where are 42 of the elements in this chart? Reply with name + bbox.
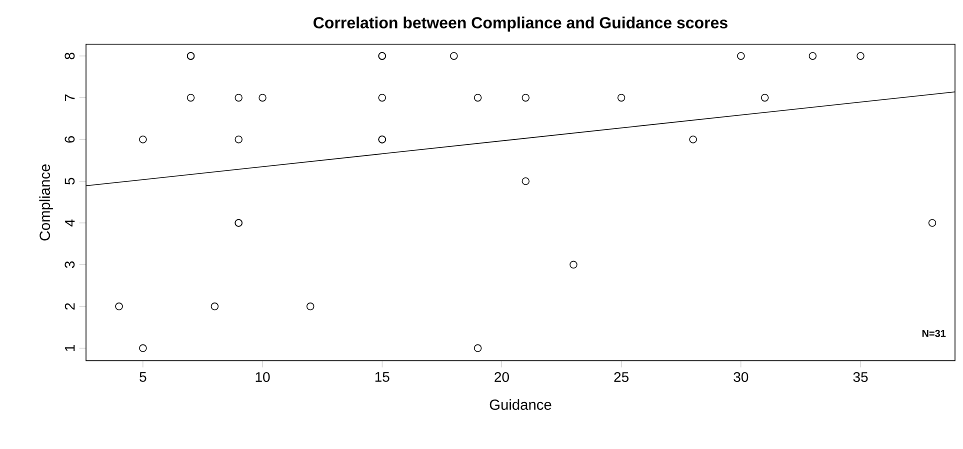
point: [306, 302, 314, 310]
point: [450, 52, 458, 60]
x-axis-title: Guidance: [490, 399, 552, 410]
y-tick-label: 2: [64, 303, 75, 310]
point: [139, 344, 147, 352]
x-tick-label: 20: [494, 372, 509, 382]
point: [522, 94, 530, 102]
x-tick-label: 35: [853, 372, 868, 382]
y-tick-label: 7: [65, 94, 75, 101]
point: [234, 136, 242, 144]
x-tick-label: 5: [140, 372, 146, 382]
chart-title: Correlation between Compliance and Guidance scores: [314, 16, 728, 32]
point: [139, 136, 147, 144]
y-tick-label: 5: [64, 178, 75, 185]
y-tick-label: 3: [64, 261, 75, 268]
y-axis-title: Compliance: [39, 164, 53, 240]
point: [378, 94, 386, 102]
point: [474, 344, 482, 352]
point: [737, 52, 745, 60]
point: [808, 52, 817, 60]
y-tick-label: 1: [65, 344, 75, 351]
y-tick-label: 6: [64, 136, 75, 143]
point: [856, 52, 864, 60]
x-tick-label: 15: [375, 372, 390, 382]
point: [115, 302, 123, 310]
x-tick-label: 25: [614, 372, 629, 382]
point: [522, 177, 530, 186]
point: [258, 94, 266, 102]
point: [689, 136, 697, 144]
point: [186, 94, 195, 102]
annotation: N=31: [922, 330, 946, 337]
point: [210, 302, 219, 310]
point: [474, 94, 482, 102]
x-tick-label: 30: [734, 372, 748, 382]
point: [617, 94, 626, 102]
point: [570, 260, 578, 269]
point: [234, 94, 242, 102]
point: [928, 219, 936, 227]
y-tick-label: 4: [65, 219, 75, 227]
point: [760, 94, 769, 102]
x-tick-label: 10: [256, 372, 270, 382]
y-tick-label: 8: [64, 52, 75, 60]
